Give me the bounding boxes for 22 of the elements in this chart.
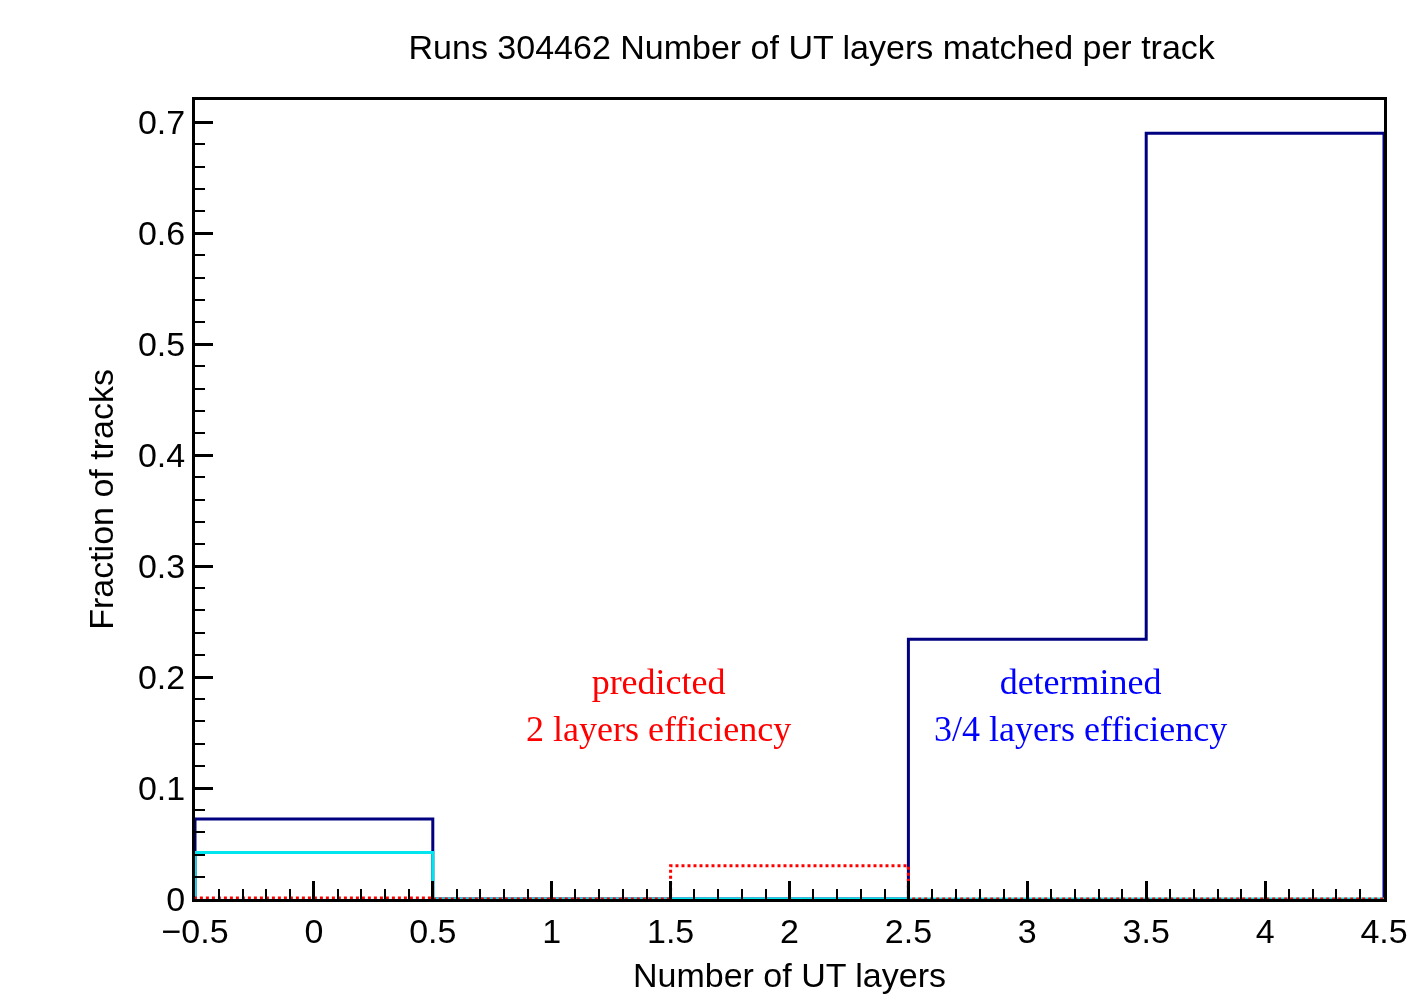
y-tick-label: 0.1 <box>137 768 186 807</box>
x-tick-label: 2.5 <box>884 911 933 950</box>
x-tick-label: 0 <box>304 911 324 950</box>
y-tick-label: 0.5 <box>137 325 186 364</box>
x-tick-label: 4.5 <box>1360 911 1408 950</box>
chart-title: Runs 304462 Number of UT layers matched per track <box>408 27 1216 66</box>
x-tick-label: 2 <box>780 911 799 950</box>
y-tick-label: 0.3 <box>137 546 186 585</box>
x-tick-label: 0.5 <box>409 911 457 950</box>
y-tick-label: 0.2 <box>137 657 186 696</box>
annotation: determined 3/4 layers efficiency <box>934 662 1228 749</box>
y-axis-title: Fraction of tracks <box>81 369 120 630</box>
annotation: predicted 2 layers efficiency <box>526 662 792 749</box>
x-tick-label: 1.5 <box>646 911 695 950</box>
y-tick-label: 0.7 <box>137 103 186 142</box>
x-tick-label: 1 <box>542 911 562 950</box>
y-tick-label: 0.4 <box>137 436 186 475</box>
y-tick-label: 0.6 <box>137 214 186 253</box>
x-tick-label: 3 <box>1017 911 1037 950</box>
x-axis-title: Number of UT layers <box>632 956 947 995</box>
x-tick-label: 3.5 <box>1122 911 1170 950</box>
x-tick-label: 4 <box>1255 911 1275 950</box>
